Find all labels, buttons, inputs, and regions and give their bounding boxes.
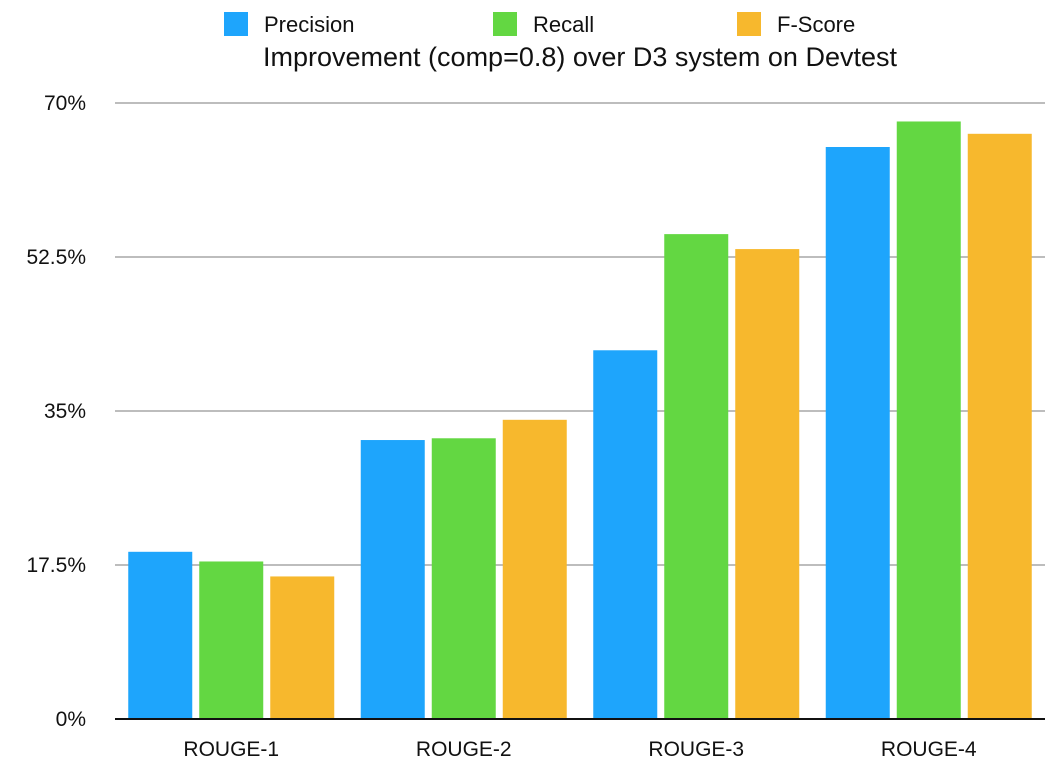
bar-recall-rouge-1 <box>199 561 264 719</box>
bar-f-score-rouge-4 <box>967 133 1032 720</box>
bar-precision-rouge-2 <box>360 440 425 719</box>
legend-label: Recall <box>533 12 594 37</box>
legend-label: Precision <box>264 12 354 37</box>
bar-recall-rouge-4 <box>896 121 961 720</box>
x-tick-label: ROUGE-4 <box>881 738 977 761</box>
x-tick-label: ROUGE-2 <box>416 738 512 761</box>
legend-label: F-Score <box>777 12 855 37</box>
x-tick-label: ROUGE-3 <box>648 738 744 761</box>
bar-precision-rouge-4 <box>825 147 890 719</box>
bar-recall-rouge-3 <box>664 234 729 719</box>
bar-f-score-rouge-1 <box>270 576 335 719</box>
bar-f-score-rouge-2 <box>502 419 567 719</box>
bar-f-score-rouge-3 <box>735 249 800 719</box>
gridlines <box>115 102 1045 566</box>
bar-recall-rouge-2 <box>431 438 496 719</box>
y-tick-label: 52.5% <box>26 246 86 269</box>
legend: Precision Recall F-Score <box>224 12 855 37</box>
bar-precision-rouge-3 <box>593 350 658 719</box>
legend-swatch-recall <box>493 12 517 36</box>
x-tick-label: ROUGE-1 <box>183 738 279 761</box>
y-tick-label: 35% <box>44 400 86 423</box>
x-axis-labels: ROUGE-1 ROUGE-2 ROUGE-3 ROUGE-4 <box>183 738 977 761</box>
y-tick-label: 70% <box>44 92 86 115</box>
y-axis-ticks: 0% 17.5% 35% 52.5% 70% <box>26 92 86 731</box>
chart-title: Improvement (comp=0.8) over D3 system on… <box>263 42 897 72</box>
legend-swatch-precision <box>224 12 248 36</box>
bar-precision-rouge-1 <box>128 551 193 719</box>
bars <box>128 121 1032 720</box>
y-tick-label: 0% <box>56 708 86 731</box>
legend-swatch-f-score <box>737 12 761 36</box>
y-tick-label: 17.5% <box>26 554 86 577</box>
